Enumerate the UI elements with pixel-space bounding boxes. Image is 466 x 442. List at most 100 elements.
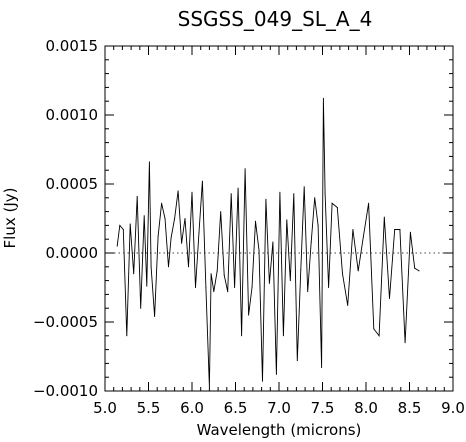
flux-data-point	[248, 314, 250, 316]
flux-data-point	[262, 380, 263, 382]
flux-data-point	[307, 291, 309, 293]
flux-data-point	[394, 229, 396, 230]
flux-data-point	[241, 335, 243, 337]
flux-data-point	[321, 367, 323, 368]
flux-data-point	[184, 218, 186, 219]
x-axis-label: Wavelength (microns)	[197, 421, 362, 439]
y-tick-label: 0.0010	[46, 106, 99, 124]
flux-data-point	[414, 267, 416, 269]
flux-data-point	[244, 168, 246, 170]
flux-data-point	[265, 198, 267, 200]
flux-data-point	[389, 298, 390, 299]
flux-data-point	[208, 386, 210, 388]
flux-data-point	[161, 202, 163, 204]
flux-data-point	[322, 97, 324, 99]
flux-data-point	[122, 229, 124, 230]
flux-data-point	[352, 229, 354, 230]
x-tick-label: 7.0	[267, 399, 291, 417]
flux-data-point	[310, 241, 312, 243]
flux-data-point	[140, 307, 142, 309]
flux-data-point	[275, 373, 277, 375]
flux-data-points	[116, 97, 420, 388]
flux-data-point	[154, 316, 156, 317]
y-axis-label: Flux (Jy)	[1, 188, 19, 249]
flux-data-point	[328, 287, 330, 288]
flux-data-point	[177, 190, 179, 192]
x-tick-label: 5.5	[137, 399, 161, 417]
x-axis-ticks: 5.0 5.5 6.0 6.5 7.0 7.5 8.0 8.5 9.0	[93, 46, 465, 417]
flux-data-point	[336, 207, 338, 208]
flux-data-point	[258, 249, 260, 251]
flux-data-point	[373, 328, 375, 330]
flux-data-point	[331, 202, 333, 204]
flux-data-point	[303, 186, 305, 188]
flux-data-point	[324, 193, 326, 195]
flux-data-point	[129, 223, 131, 225]
flux-data-point	[191, 191, 193, 193]
y-tick-label: 0.0005	[46, 175, 99, 193]
flux-data-point	[146, 285, 148, 287]
y-tick-label: 0.0015	[46, 37, 99, 55]
flux-data-point	[317, 224, 319, 226]
flux-data-point	[347, 304, 349, 306]
flux-data-point	[223, 274, 225, 276]
x-tick-label: 5.0	[93, 399, 117, 417]
flux-data-point	[296, 360, 298, 362]
flux-data-point	[213, 291, 215, 293]
flux-data-point	[399, 229, 401, 230]
x-tick-label: 8.5	[398, 399, 422, 417]
flux-data-point	[234, 287, 236, 288]
flux-data-point	[201, 180, 203, 182]
flux-data-point	[255, 220, 256, 222]
y-tick-label: −0.0010	[33, 382, 98, 400]
flux-data-point	[164, 218, 166, 219]
flux-data-point	[268, 282, 270, 284]
flux-data-point	[404, 342, 406, 344]
flux-data-point	[148, 161, 150, 163]
x-tick-label: 8.0	[354, 399, 378, 417]
flux-series-line	[116, 98, 420, 387]
flux-data-point	[116, 245, 118, 247]
flux-data-point	[195, 287, 196, 288]
flux-data-point	[143, 215, 145, 217]
flux-data-point	[286, 219, 288, 221]
flux-data-point	[282, 335, 284, 337]
x-tick-label: 9.0	[441, 399, 465, 417]
flux-data-point	[220, 211, 222, 213]
y-axis-ticks: 0.0015 0.0010 0.0005 0.0000 −0.0005 −0.0010	[33, 37, 453, 400]
flux-data-point	[205, 287, 207, 288]
flux-data-point	[119, 224, 121, 226]
x-tick-label: 7.5	[311, 399, 335, 417]
flux-data-point	[289, 280, 291, 282]
flux-data-point	[272, 241, 274, 243]
flux-data-point	[368, 202, 370, 204]
flux-data-point	[383, 216, 385, 218]
flux-data-point	[170, 237, 172, 239]
flux-data-point	[342, 273, 343, 275]
flux-data-point	[198, 231, 200, 233]
flux-data-point	[378, 335, 380, 337]
flux-data-point	[230, 193, 232, 195]
flux-data-point	[157, 235, 159, 237]
flux-data-point	[293, 193, 295, 195]
flux-data-point	[357, 270, 359, 272]
flux-data-point	[136, 195, 138, 197]
chart-title: SSGSS_049_SL_A_4	[178, 7, 373, 31]
flux-data-point	[168, 266, 169, 268]
x-tick-label: 6.5	[224, 399, 248, 417]
flux-data-point	[227, 291, 229, 293]
flux-data-point	[126, 335, 128, 337]
flux-data-point	[418, 270, 420, 272]
flux-data-point	[150, 266, 152, 268]
flux-data-point	[279, 191, 281, 193]
flux-data-point	[314, 197, 316, 199]
flux-data-point	[133, 273, 135, 275]
y-tick-label: 0.0000	[46, 244, 99, 262]
flux-data-point	[188, 266, 189, 268]
flux-data-point	[210, 273, 212, 275]
flux-data-point	[300, 269, 302, 271]
flux-data-point	[216, 270, 218, 272]
x-tick-label: 6.0	[180, 399, 204, 417]
y-tick-label: −0.0005	[33, 313, 98, 331]
